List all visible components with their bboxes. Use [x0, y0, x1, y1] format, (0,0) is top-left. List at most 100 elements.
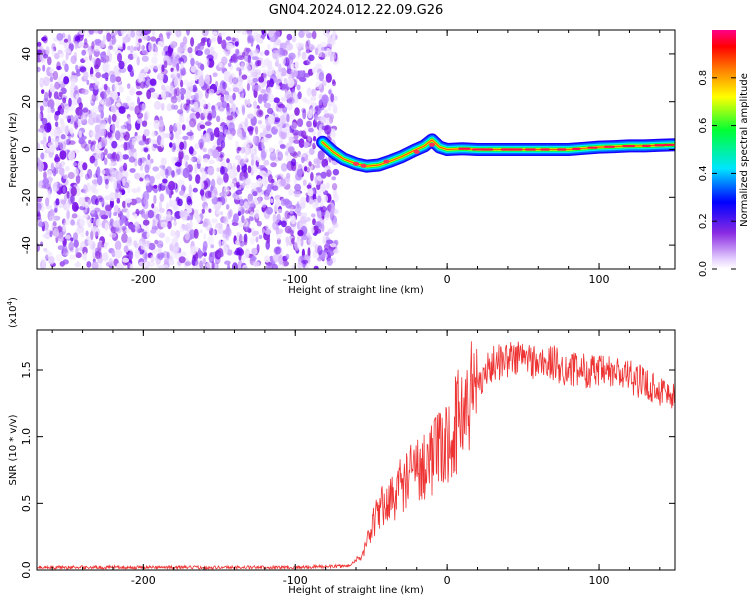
spectrogram-cell: [106, 32, 112, 42]
spectrogram-cell: [85, 173, 90, 180]
spectrogram-cell: [286, 42, 293, 51]
spectrogram-cell: [92, 106, 100, 113]
spectrogram-cell: [120, 30, 126, 36]
spectrogram-cell: [73, 232, 78, 241]
colorbar-label: Normalized spectral amplitude: [739, 73, 750, 227]
spectrogram-cell: [203, 132, 211, 143]
spectrogram-cell: [115, 170, 123, 182]
spectrogram-cell: [225, 230, 230, 241]
spectrogram-cell: [153, 64, 160, 70]
spectrogram-cell: [247, 165, 252, 174]
spectrogram-cell: [103, 157, 108, 166]
spectrogram-cell: [126, 236, 132, 244]
spectrogram-cell: [128, 106, 135, 111]
spectrogram-cell: [65, 165, 70, 172]
spectrogram-cell: [155, 173, 161, 180]
spectrogram-cell: [142, 243, 149, 252]
spectrogram-cell: [328, 89, 332, 95]
spectrogram-cell: [239, 158, 246, 167]
spectrogram-cell: [121, 208, 129, 213]
spectrogram-cell: [187, 213, 193, 221]
spectrogram-cell: [220, 166, 228, 174]
spectrogram-cell: [244, 209, 250, 214]
spectrogram-cell: [42, 64, 46, 72]
spectrogram-cell: [300, 237, 304, 247]
spectrogram-cell: [193, 101, 199, 112]
spectrogram-cell: [60, 108, 65, 115]
spectrogram-cell: [70, 237, 74, 242]
spectrogram-cell: [296, 84, 301, 91]
snr-x-axis-label: Height of straight line (km): [288, 585, 424, 596]
spectrogram-cell: [85, 215, 92, 225]
spectrogram-cell: [243, 226, 250, 231]
spectrogram-cell: [202, 147, 207, 153]
spectrogram-cell: [329, 113, 335, 121]
spectrogram-cell: [177, 46, 183, 57]
spectrogram-cell: [50, 107, 55, 113]
spectrogram-cell: [93, 77, 98, 82]
spectrogram-cell: [75, 252, 82, 259]
spectrogram-cell: [190, 246, 197, 256]
spectrogram-cell: [139, 32, 143, 40]
spectrogram-cell: [314, 47, 319, 56]
spectrogram-cell: [167, 46, 173, 57]
spectrogram-cell: [174, 157, 180, 162]
spectrogram-cell: [261, 30, 265, 35]
spectrogram-cell: [235, 48, 240, 55]
spectrogram-cell: [333, 193, 339, 203]
spectrogram-cell: [212, 31, 218, 36]
spectrogram-cell: [54, 81, 61, 90]
spectrogram-cell: [170, 230, 176, 237]
spectrogram-cell: [331, 183, 338, 191]
spectrogram-cell: [110, 125, 116, 132]
spectrogram-cell: [109, 74, 116, 83]
spectrogram-cell: [210, 178, 216, 190]
spectrogram-cell: [187, 47, 193, 54]
spectrogram-cell: [317, 195, 322, 203]
figure-title: GN04.2024.012.22.09.G26: [269, 3, 444, 18]
spectrogram-cell: [136, 43, 144, 51]
spectrogram-cell: [310, 95, 317, 102]
spectrogram-cell: [86, 79, 90, 86]
spectrogram-cell: [250, 255, 257, 262]
spectrogram-cell: [250, 153, 255, 160]
spectrogram-cell: [129, 168, 136, 173]
spectrogram-cell: [277, 175, 281, 180]
spectrogram-cell: [130, 30, 135, 38]
spectrogram-cell: [188, 53, 193, 59]
spectrogram-cell: [275, 198, 281, 208]
spectrogram-cell: [100, 51, 106, 59]
spectrogram-cell: [42, 233, 49, 238]
spectrogram-cell: [123, 141, 128, 151]
spectrogram-cell: [161, 91, 166, 99]
spectrogram-cell: [296, 118, 304, 127]
spectrogram-cell: [227, 62, 232, 68]
spectrogram-cell: [104, 222, 109, 231]
spectrogram-cell: [331, 176, 337, 181]
spectrogram-cell: [115, 130, 121, 141]
spectrogram-cell: [242, 131, 247, 138]
spectrogram-cell: [263, 172, 270, 177]
spectrogram-cell: [82, 184, 88, 195]
colorbar-tick-label: 0.8: [698, 70, 709, 86]
spectrogram-cell: [179, 210, 185, 218]
spectrogram-cell: [205, 57, 210, 68]
spectrogram-cell: [47, 56, 52, 66]
spectrogram-cell: [227, 162, 232, 173]
spectrogram-cell: [149, 175, 156, 184]
x-tick-label: 100: [589, 273, 610, 286]
spectrogram-cell: [228, 74, 234, 85]
spectrogram-cell: [96, 166, 101, 177]
spectrogram-cell: [195, 60, 200, 66]
spectrogram-cell: [263, 159, 270, 166]
spectrogram-cell: [101, 73, 109, 79]
spectrogram-cell: [294, 107, 300, 116]
spectrogram-cell: [161, 50, 166, 56]
y-tick-label: 0: [20, 146, 33, 153]
spectrogram-cell: [181, 251, 187, 257]
spectrogram-cell: [70, 78, 76, 87]
spectrogram-cell: [175, 245, 180, 252]
spectrogram-cell: [75, 247, 79, 255]
spectrogram-cell: [151, 131, 156, 138]
spectrogram-cell: [198, 76, 202, 86]
